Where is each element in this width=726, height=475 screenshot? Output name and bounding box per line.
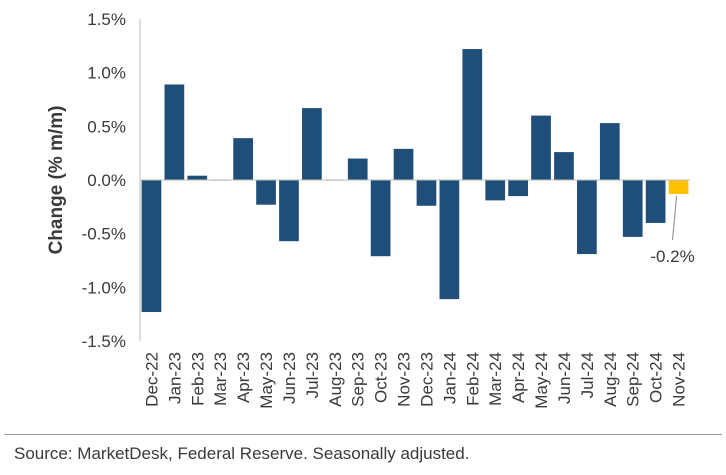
x-tick-label: Apr-23: [234, 352, 253, 403]
x-tick-label: Dec-23: [417, 352, 436, 407]
y-tick-label: 1.5%: [87, 10, 126, 29]
x-tick-label: Nov-24: [670, 352, 689, 407]
y-axis-label: Change (% m/m): [46, 106, 67, 255]
x-tick-label: Sep-24: [624, 352, 643, 407]
x-tick-label: Mar-23: [211, 352, 230, 406]
x-tick-label: Sep-23: [349, 352, 368, 407]
bar: [462, 49, 483, 181]
bar: [577, 180, 597, 255]
bar: [554, 152, 574, 180]
callout-leader-line: [671, 195, 678, 241]
x-tick-label: Apr-24: [509, 352, 528, 403]
x-tick-label: Jun-23: [280, 352, 299, 404]
bars: [141, 49, 689, 313]
x-tick-label: Mar-24: [486, 352, 505, 406]
x-tick-label: Feb-24: [463, 352, 482, 406]
y-tick-label: 0.5%: [87, 117, 126, 136]
x-axis-ticks: Dec-22 Jan-23 Feb-23 Mar-23 Apr-23 May-23 Jun-…: [142, 352, 688, 409]
x-tick-label: May-24: [532, 352, 551, 409]
bar: [485, 180, 506, 201]
x-tick-label: Aug-23: [326, 352, 345, 407]
bar: [164, 84, 185, 180]
x-tick-label: Feb-23: [188, 352, 207, 406]
callout-label: -0.2%: [650, 247, 694, 266]
bar: [279, 180, 299, 242]
x-tick-label: Jan-24: [440, 352, 459, 404]
y-tick-label: -0.5%: [82, 225, 126, 244]
footer-divider: [4, 434, 722, 435]
y-tick-label: -1.0%: [82, 278, 126, 297]
bar: [187, 175, 208, 180]
bar: [347, 158, 368, 180]
bar: [256, 180, 276, 205]
x-tick-label: Jun-24: [555, 352, 574, 404]
source-note: Source: MarketDesk, Federal Reserve. Sea…: [14, 444, 470, 463]
bar: [370, 180, 391, 257]
bar: [439, 180, 460, 300]
y-tick-label: 0.0%: [87, 171, 126, 190]
x-tick-label: Jan-23: [165, 352, 184, 404]
bar: [302, 108, 322, 180]
x-tick-label: Oct-24: [647, 352, 666, 403]
x-tick-label: May-23: [257, 352, 276, 409]
bar: [141, 180, 162, 313]
bar: [416, 180, 437, 206]
y-tick-label: 1.0%: [87, 64, 126, 83]
x-tick-label: Dec-22: [142, 352, 161, 407]
bar: [645, 180, 666, 223]
x-tick-label: Jul-24: [578, 352, 597, 398]
bar: [599, 123, 620, 180]
y-tick-label: -1.5%: [82, 332, 126, 351]
x-tick-label: Aug-24: [601, 352, 620, 407]
x-tick-label: Oct-23: [372, 352, 391, 403]
y-axis-ticks: 1.5% 1.0% 0.5% 0.0% -0.5% -1.0% -1.5%: [82, 10, 126, 351]
bar: [531, 115, 551, 180]
bar-chart: 1.5%1.0%0.5%0.0%-0.5%-1.0%-1.5% Dec-22 Ja…: [46, 10, 695, 409]
bar: [393, 148, 414, 180]
bar: [508, 180, 528, 197]
x-tick-label: Nov-23: [395, 352, 414, 407]
x-tick-label: Jul-23: [303, 352, 322, 398]
bar: [233, 138, 253, 180]
bar: [668, 180, 689, 194]
bar: [622, 180, 643, 237]
